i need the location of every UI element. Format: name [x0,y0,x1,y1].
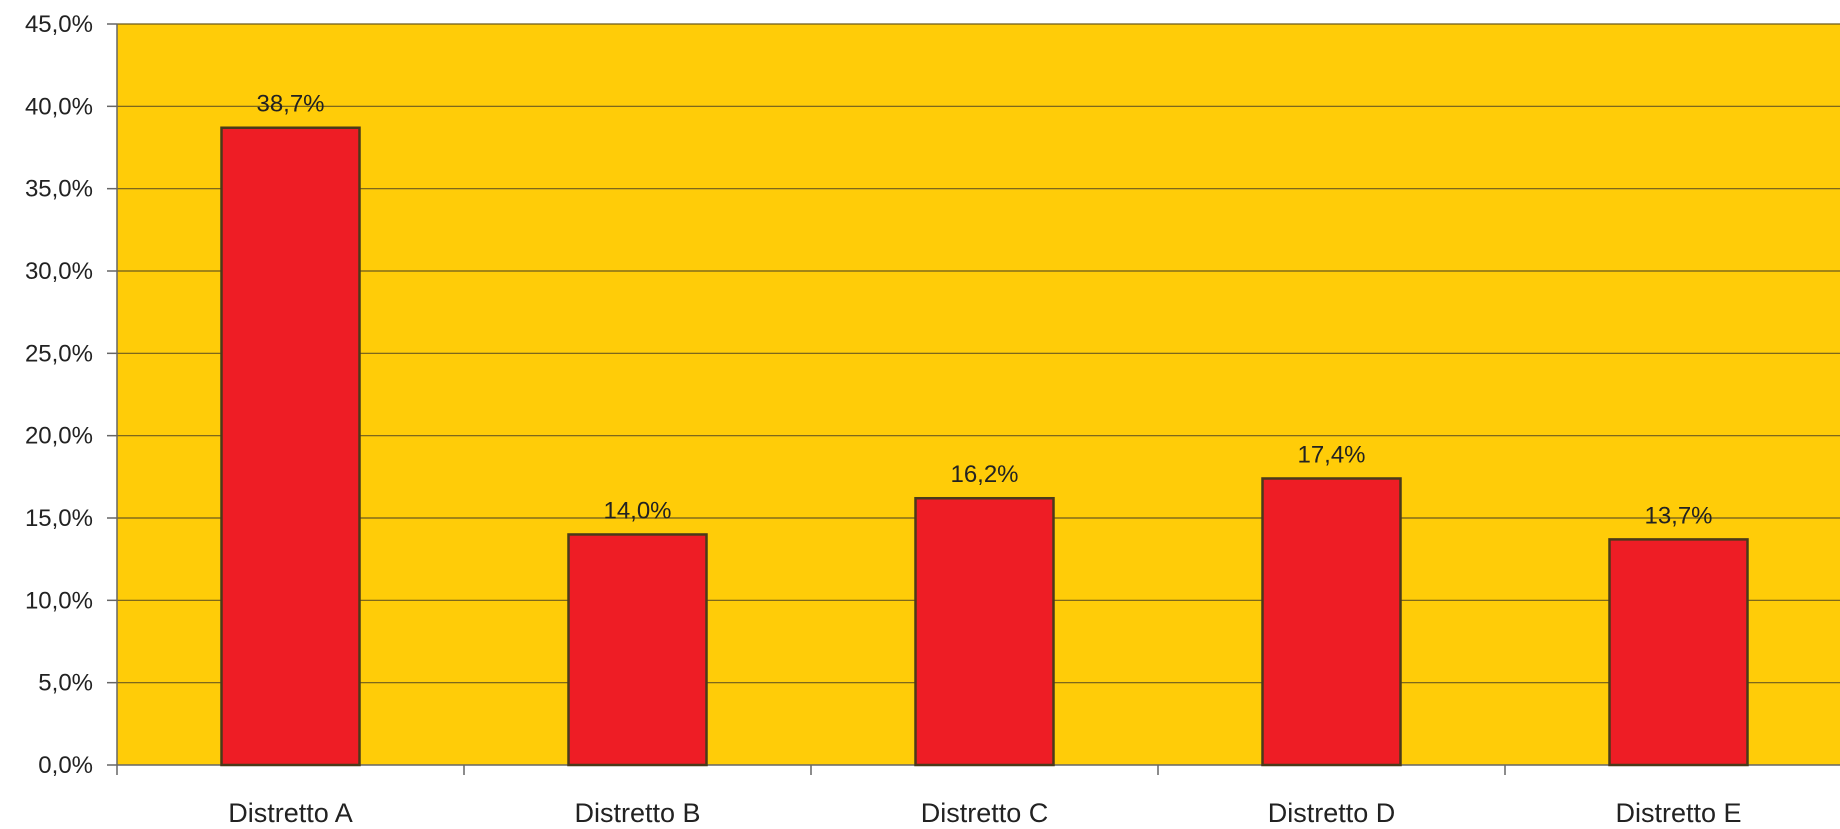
y-tick-label: 30,0% [25,258,93,285]
bar-distretto-d [1261,477,1402,767]
y-tick-label: 45,0% [25,11,93,38]
y-tick-label: 25,0% [25,340,93,367]
data-label: 13,7% [1644,502,1712,529]
y-tick-label: 5,0% [38,670,93,697]
bar-distretto-e [1608,538,1749,767]
data-label: 16,2% [950,461,1018,488]
y-tick-label: 15,0% [25,505,93,532]
bar-distretto-c [914,496,1055,767]
y-tick-label: 10,0% [25,587,93,614]
x-tick-label: Distretto C [921,798,1049,828]
x-tick-label: Distretto D [1268,798,1396,828]
y-tick-label: 35,0% [25,176,93,203]
y-tick-label: 0,0% [38,752,93,779]
y-tick-label: 20,0% [25,423,93,450]
y-tick-label: 40,0% [25,93,93,120]
x-tick-label: Distretto A [228,798,353,828]
x-tick-label: Distretto E [1615,798,1741,828]
data-label: 14,0% [603,497,671,524]
bar-distretto-b [567,533,708,767]
data-label: 17,4% [1297,441,1365,468]
x-tick-label: Distretto B [574,798,700,828]
data-label: 38,7% [256,91,324,118]
bar-distretto-a [220,126,361,767]
